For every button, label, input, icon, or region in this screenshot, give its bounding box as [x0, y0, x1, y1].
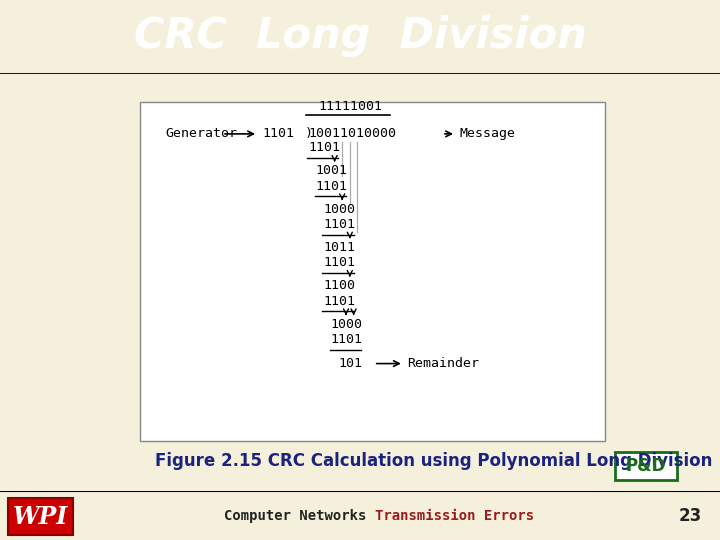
- Text: 1101: 1101: [262, 127, 294, 140]
- FancyBboxPatch shape: [615, 453, 677, 481]
- Text: 1101: 1101: [323, 256, 355, 269]
- Text: 1000: 1000: [330, 318, 363, 330]
- Text: 23: 23: [678, 507, 701, 525]
- Text: 101: 101: [338, 357, 362, 370]
- Text: P&D: P&D: [626, 457, 666, 475]
- Text: WPI: WPI: [12, 505, 68, 529]
- Text: CRC  Long  Division: CRC Long Division: [134, 15, 586, 57]
- Text: Remainder: Remainder: [407, 357, 479, 370]
- Text: Message: Message: [460, 127, 516, 140]
- Text: Generator: Generator: [165, 127, 237, 140]
- Text: Figure 2.15 CRC Calculation using Polynomial Long Division: Figure 2.15 CRC Calculation using Polyno…: [155, 453, 712, 470]
- Text: 1001: 1001: [315, 164, 348, 177]
- Text: 1101: 1101: [323, 218, 355, 231]
- Text: Computer Networks: Computer Networks: [224, 509, 366, 523]
- Text: ): ): [305, 127, 313, 140]
- Text: 10011010000: 10011010000: [308, 127, 396, 140]
- Text: 11111001: 11111001: [318, 100, 382, 113]
- Text: 1101: 1101: [330, 333, 363, 346]
- Text: 1101: 1101: [308, 141, 340, 154]
- Text: 1101: 1101: [315, 180, 348, 193]
- FancyBboxPatch shape: [8, 498, 73, 535]
- Text: 1011: 1011: [323, 241, 355, 254]
- FancyBboxPatch shape: [140, 102, 605, 442]
- Text: Transmission Errors: Transmission Errors: [375, 509, 534, 523]
- Text: 1000: 1000: [323, 202, 355, 215]
- Text: 1101: 1101: [323, 295, 355, 308]
- Text: 1100: 1100: [323, 279, 355, 292]
